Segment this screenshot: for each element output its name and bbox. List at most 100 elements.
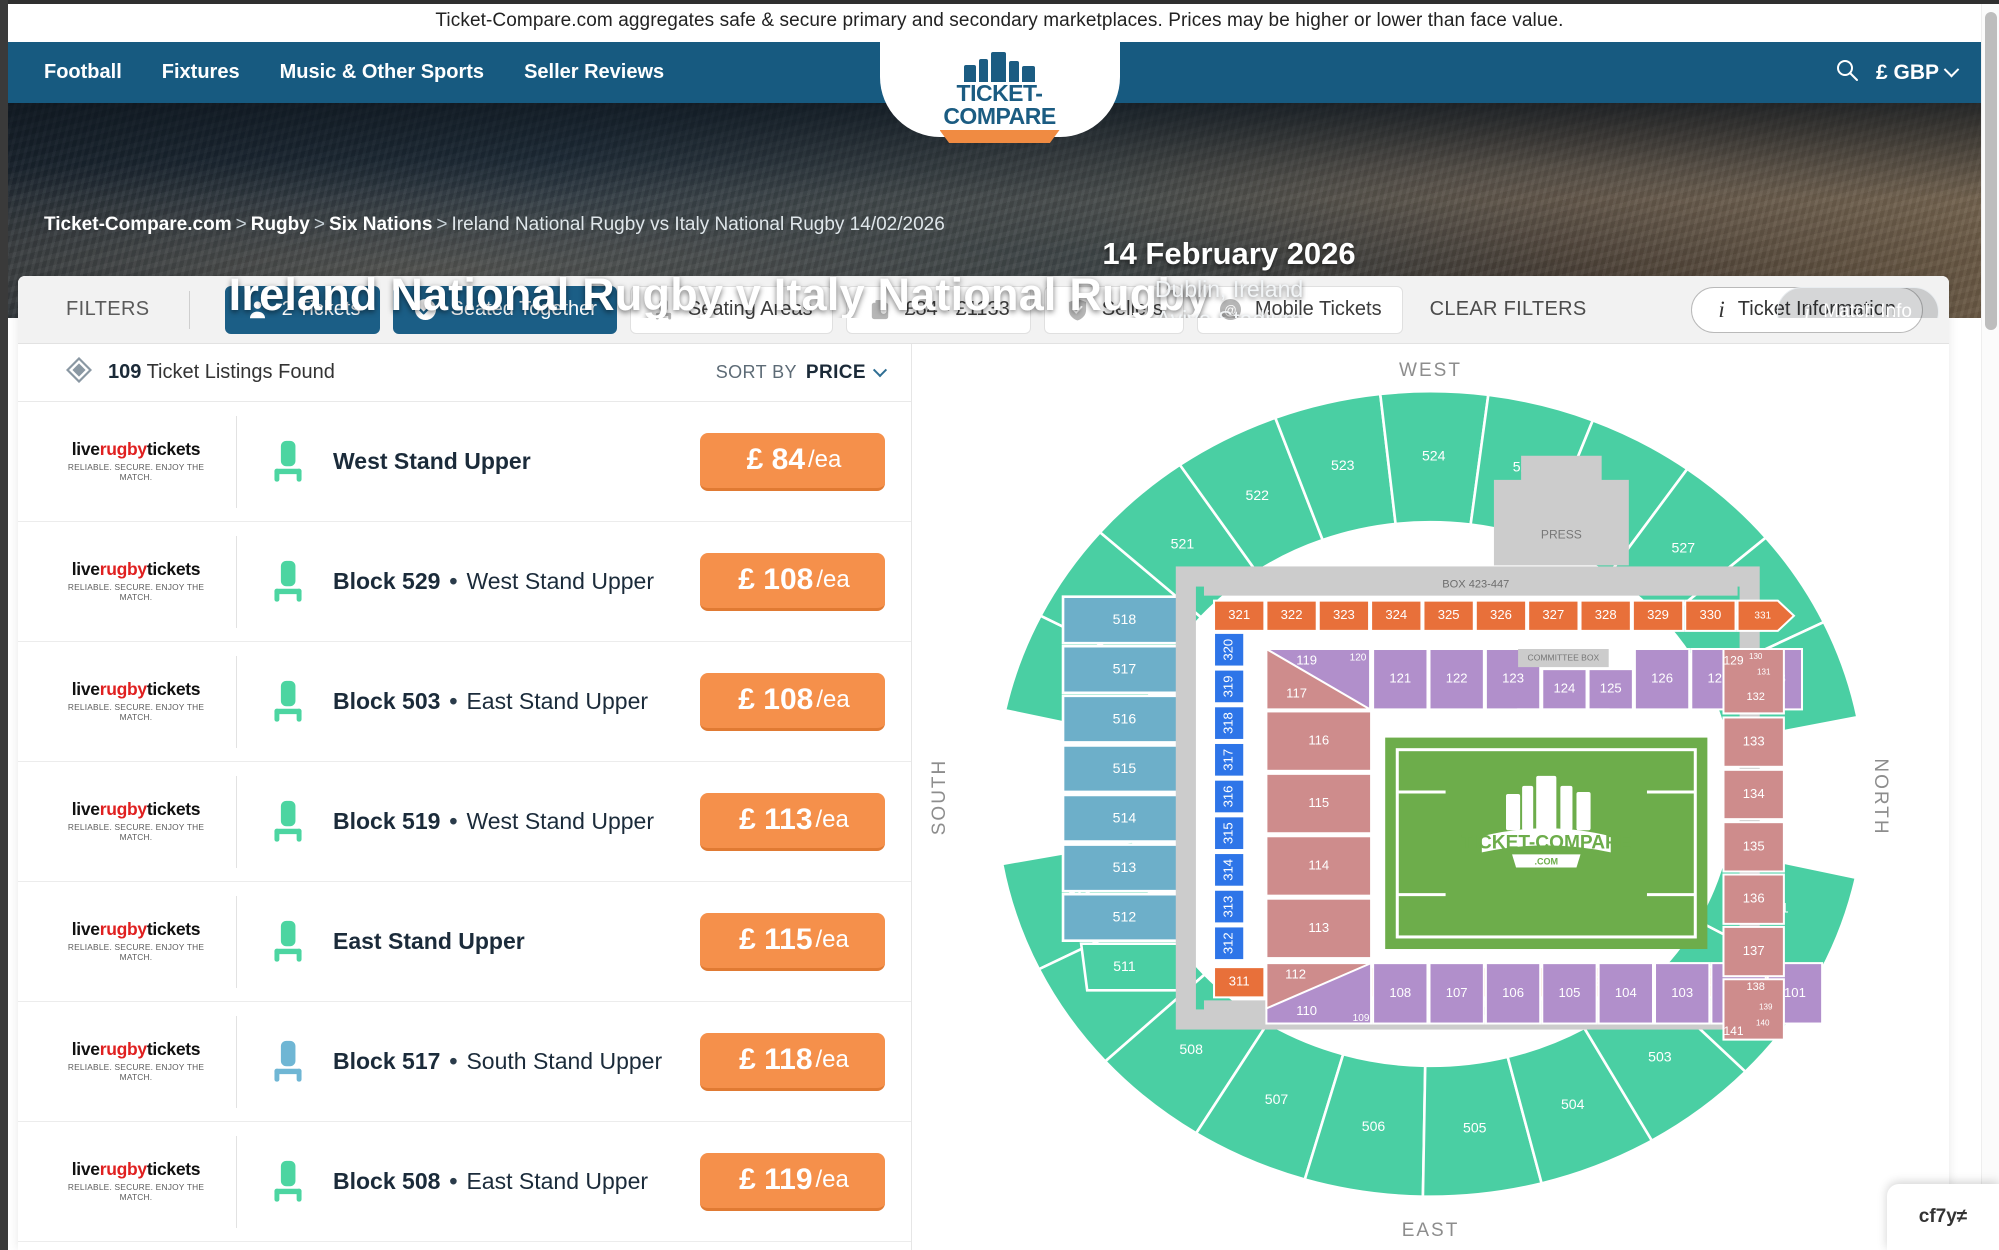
price-button[interactable]: £ 113/ea <box>700 792 885 851</box>
price-button[interactable]: £ 118/ea <box>700 1032 885 1091</box>
map-section-122[interactable] <box>1428 647 1485 711</box>
map-section-318[interactable] <box>1213 705 1246 741</box>
listing-row[interactable]: liverugbytickets RELIABLE. SECURE. ENJOY … <box>18 642 911 762</box>
map-section-107[interactable] <box>1428 962 1485 1025</box>
breadcrumb-site[interactable]: Ticket-Compare.com <box>44 214 232 235</box>
map-section-label: 511 <box>1113 958 1136 974</box>
filter-seating-areas[interactable]: Seating Areas <box>629 285 834 334</box>
ticket-information-button[interactable]: i Ticket Information <box>1691 286 1923 333</box>
breadcrumb-sport[interactable]: Rugby <box>250 214 310 235</box>
map-section-116[interactable] <box>1265 710 1373 772</box>
match-info-button[interactable]: i Match Info <box>1777 287 1939 318</box>
map-section-323[interactable] <box>1317 599 1371 632</box>
price-button[interactable]: £ 108/ea <box>700 672 885 731</box>
seller-logo[interactable]: liverugbytickets RELIABLE. SECURE. ENJOY … <box>60 1040 212 1082</box>
map-section-330[interactable] <box>1684 599 1737 632</box>
map-section-134[interactable] <box>1722 768 1785 821</box>
listing-row[interactable]: liverugbytickets RELIABLE. SECURE. ENJOY … <box>18 882 911 1002</box>
map-section-313[interactable] <box>1213 888 1246 925</box>
floating-widget[interactable]: cf7y≠ <box>1887 1184 1999 1250</box>
map-section-331[interactable] <box>1736 599 1796 632</box>
map-section-104[interactable] <box>1597 962 1655 1025</box>
map-section-106[interactable] <box>1484 962 1542 1025</box>
map-section-505[interactable] <box>1421 1055 1544 1198</box>
seller-logo[interactable]: liverugbytickets RELIABLE. SECURE. ENJOY … <box>60 680 212 722</box>
map-section-328[interactable] <box>1579 599 1632 632</box>
seller-logo[interactable]: liverugbytickets RELIABLE. SECURE. ENJOY … <box>60 920 212 962</box>
search-icon[interactable] <box>1834 57 1860 88</box>
sort-control[interactable]: SORT BY PRICE <box>716 362 888 384</box>
map-section-504[interactable] <box>1506 1026 1654 1185</box>
filter-quantity[interactable]: 2 Tickets <box>224 285 381 334</box>
stadium-map-svg[interactable]: 5195205215225235245255265275285295105095… <box>912 344 1949 1250</box>
nav-item-seller-reviews[interactable]: Seller Reviews <box>524 61 665 83</box>
map-section-312[interactable] <box>1213 925 1246 962</box>
map-section-315[interactable] <box>1213 815 1246 852</box>
map-section-136[interactable] <box>1722 873 1785 925</box>
seller-logo[interactable]: liverugbytickets RELIABLE. SECURE. ENJOY … <box>60 440 212 482</box>
listing-row[interactable]: liverugbytickets RELIABLE. SECURE. ENJOY … <box>18 522 911 642</box>
map-section-124[interactable] <box>1541 668 1588 711</box>
price-button[interactable]: £ 115/ea <box>700 912 885 971</box>
nav-item-music-other-sports[interactable]: Music & Other Sports <box>279 61 485 83</box>
stadium-map-column[interactable]: WEST EAST SOUTH NORTH 519520521522523524… <box>912 344 1949 1250</box>
site-logo[interactable]: TICKET-COMPARE <box>879 42 1120 143</box>
nav-item-fixtures[interactable]: Fixtures <box>161 61 240 83</box>
map-committee-box[interactable] <box>1518 649 1609 668</box>
map-section-507[interactable] <box>1194 1021 1345 1182</box>
page-scrollbar[interactable] <box>1981 0 1999 1250</box>
map-section-137[interactable] <box>1722 925 1785 978</box>
map-box-top[interactable] <box>1203 573 1738 596</box>
map-section-316[interactable] <box>1213 778 1246 815</box>
filter-price-range[interactable]: £84 - £1133 <box>846 285 1031 334</box>
map-section-103[interactable] <box>1654 962 1711 1025</box>
map-section-133[interactable] <box>1722 716 1785 768</box>
seller-logo[interactable]: liverugbytickets RELIABLE. SECURE. ENJOY … <box>60 560 212 602</box>
map-section-label: 319 <box>1221 676 1236 698</box>
map-section-325[interactable] <box>1422 599 1475 632</box>
stadium-map[interactable]: WEST EAST SOUTH NORTH 519520521522523524… <box>912 344 1949 1250</box>
map-section-327[interactable] <box>1527 599 1580 632</box>
filter-sellers[interactable]: Sellers <box>1043 285 1184 334</box>
listing-row[interactable]: liverugbytickets RELIABLE. SECURE. ENJOY … <box>18 402 911 522</box>
map-section-322[interactable] <box>1265 599 1318 632</box>
map-section-125[interactable] <box>1587 668 1634 711</box>
map-section-314[interactable] <box>1213 852 1246 888</box>
map-section-126[interactable] <box>1633 647 1691 711</box>
map-section-320[interactable] <box>1213 631 1246 668</box>
map-section-108[interactable] <box>1372 962 1429 1025</box>
clear-filters-button[interactable]: CLEAR FILTERS <box>1429 298 1587 320</box>
price-button[interactable]: £ 108/ea <box>700 552 885 611</box>
map-section-135[interactable] <box>1722 821 1785 873</box>
map-section-311[interactable] <box>1213 966 1266 999</box>
map-press-box[interactable] <box>1493 455 1629 566</box>
map-section-113[interactable] <box>1265 897 1373 960</box>
map-section-121[interactable] <box>1372 647 1429 711</box>
map-section-321[interactable] <box>1213 599 1266 632</box>
map-section-329[interactable] <box>1631 599 1685 632</box>
nav-item-football[interactable]: Football <box>44 61 122 83</box>
filter-seated-together[interactable]: Seated Together <box>393 285 617 334</box>
price-button[interactable]: £ 84/ea <box>700 432 885 491</box>
listing-block: Block 519 <box>333 808 441 834</box>
seller-logo[interactable]: liverugbytickets RELIABLE. SECURE. ENJOY … <box>60 1160 212 1202</box>
map-section-326[interactable] <box>1474 599 1528 632</box>
listing-separator: • <box>449 568 458 594</box>
listing-row[interactable]: liverugbytickets RELIABLE. SECURE. ENJOY … <box>18 762 911 882</box>
map-section-319[interactable] <box>1213 668 1246 705</box>
listing-row[interactable]: liverugbytickets RELIABLE. SECURE. ENJOY … <box>18 1002 911 1122</box>
listing-row[interactable]: liverugbytickets RELIABLE. SECURE. ENJOY … <box>18 1122 911 1242</box>
breadcrumb-competition[interactable]: Six Nations <box>328 214 433 235</box>
map-section-506[interactable] <box>1303 1052 1427 1198</box>
map-section-123[interactable] <box>1484 647 1542 711</box>
seller-logo[interactable]: liverugbytickets RELIABLE. SECURE. ENJOY … <box>60 800 212 842</box>
map-section-317[interactable] <box>1213 741 1246 778</box>
map-section-324[interactable] <box>1370 599 1423 632</box>
map-section-114[interactable] <box>1265 835 1373 897</box>
currency-selector[interactable]: £ GBP <box>1876 61 1960 85</box>
map-section-105[interactable] <box>1541 962 1598 1025</box>
map-section-115[interactable] <box>1265 772 1373 835</box>
scrollbar-thumb[interactable] <box>1985 12 1997 330</box>
price-button[interactable]: £ 119/ea <box>700 1152 885 1211</box>
filter-mobile-tickets[interactable]: @ Mobile Tickets <box>1196 285 1403 334</box>
